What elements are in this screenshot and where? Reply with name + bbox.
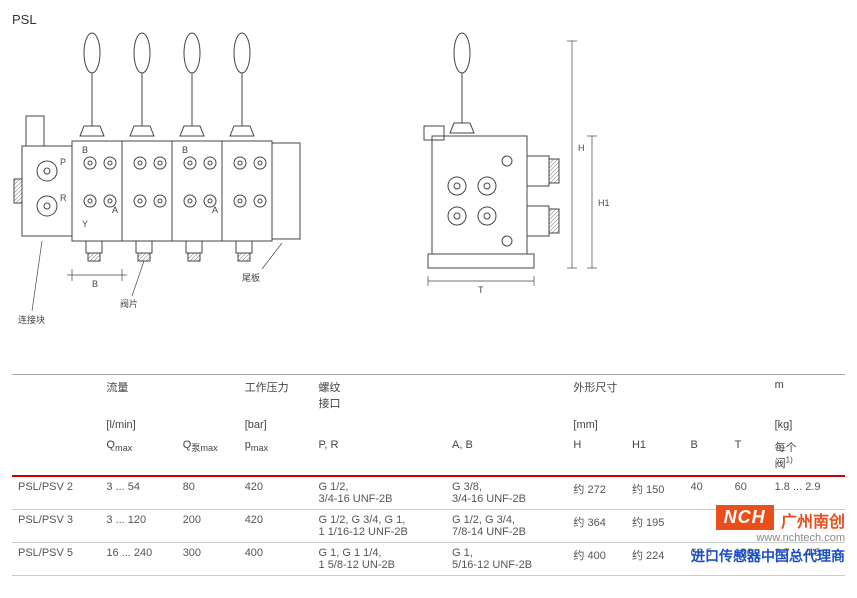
- svg-text:Y: Y: [82, 219, 88, 229]
- dim-T: T: [478, 285, 484, 295]
- watermark-tag: 进口传感器中国总代理商: [691, 546, 845, 566]
- col-header: 每个阀1): [769, 435, 845, 476]
- drawing-side: H H1 T: [402, 31, 622, 334]
- col-group: 工作压力: [239, 375, 313, 416]
- col-group: m: [769, 375, 845, 416]
- dim-H1: H1: [598, 198, 610, 208]
- watermark-logo: NCH: [716, 505, 774, 530]
- col-header: Qmax: [100, 435, 176, 476]
- label-P: P: [60, 157, 66, 167]
- spec-table-wrap: 流量工作压力螺纹接口外形尺寸m [l/min][bar][mm][kg] Qma…: [12, 374, 845, 576]
- label-blade: 阀片: [120, 298, 138, 309]
- dim-B: B: [92, 279, 98, 289]
- drawings-row: P R B A Y: [12, 31, 845, 334]
- svg-text:B: B: [82, 145, 88, 155]
- col-group: 外形尺寸: [567, 375, 768, 416]
- page-title: PSL: [12, 12, 845, 27]
- watermark: NCH 广州南创 www.nchtech.com 进口传感器中国总代理商: [691, 505, 845, 566]
- col-header: A, B: [446, 435, 567, 476]
- col-group: 流量: [100, 375, 238, 416]
- svg-text:B: B: [182, 145, 188, 155]
- svg-text:A: A: [212, 205, 218, 215]
- col-header: H: [567, 435, 626, 476]
- col-header: pmax: [239, 435, 313, 476]
- col-header: [12, 435, 100, 476]
- label-tail: 尾板: [242, 272, 260, 283]
- watermark-url: www.nchtech.com: [691, 532, 845, 544]
- col-header: P, R: [313, 435, 447, 476]
- drawing-front: P R B A Y: [12, 31, 372, 334]
- watermark-brand: 广州南创: [781, 508, 845, 532]
- col-header: T: [729, 435, 769, 476]
- dim-H: H: [578, 143, 585, 153]
- col-header: Q泵max: [177, 435, 239, 476]
- svg-text:A: A: [112, 205, 118, 215]
- label-block: 连接块: [18, 314, 45, 325]
- label-R: R: [60, 193, 67, 203]
- col-header: H1: [626, 435, 685, 476]
- col-group: 螺纹接口: [313, 375, 568, 416]
- col-header: B: [685, 435, 729, 476]
